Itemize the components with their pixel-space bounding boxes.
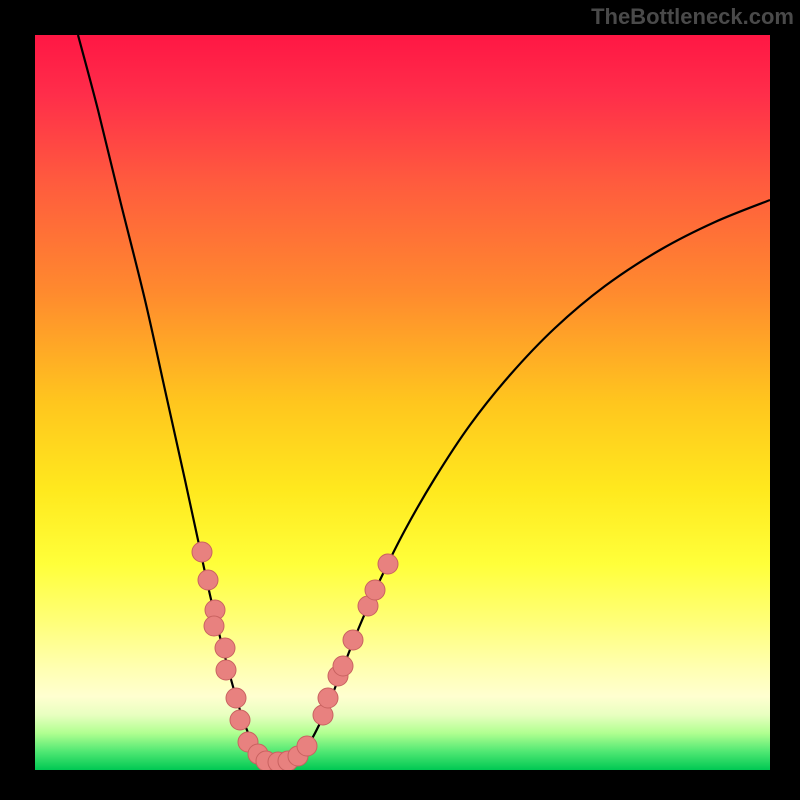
- data-marker: [230, 710, 250, 730]
- data-marker: [333, 656, 353, 676]
- chart-container: TheBottleneck.com: [0, 0, 800, 800]
- data-marker: [343, 630, 363, 650]
- data-marker: [365, 580, 385, 600]
- data-marker: [215, 638, 235, 658]
- data-marker: [204, 616, 224, 636]
- watermark-text: TheBottleneck.com: [591, 4, 794, 30]
- data-marker: [297, 736, 317, 756]
- data-marker: [216, 660, 236, 680]
- data-marker: [226, 688, 246, 708]
- data-marker: [318, 688, 338, 708]
- plot-background: [35, 35, 770, 770]
- data-marker: [378, 554, 398, 574]
- data-marker: [198, 570, 218, 590]
- chart-svg: [0, 0, 800, 800]
- data-marker: [192, 542, 212, 562]
